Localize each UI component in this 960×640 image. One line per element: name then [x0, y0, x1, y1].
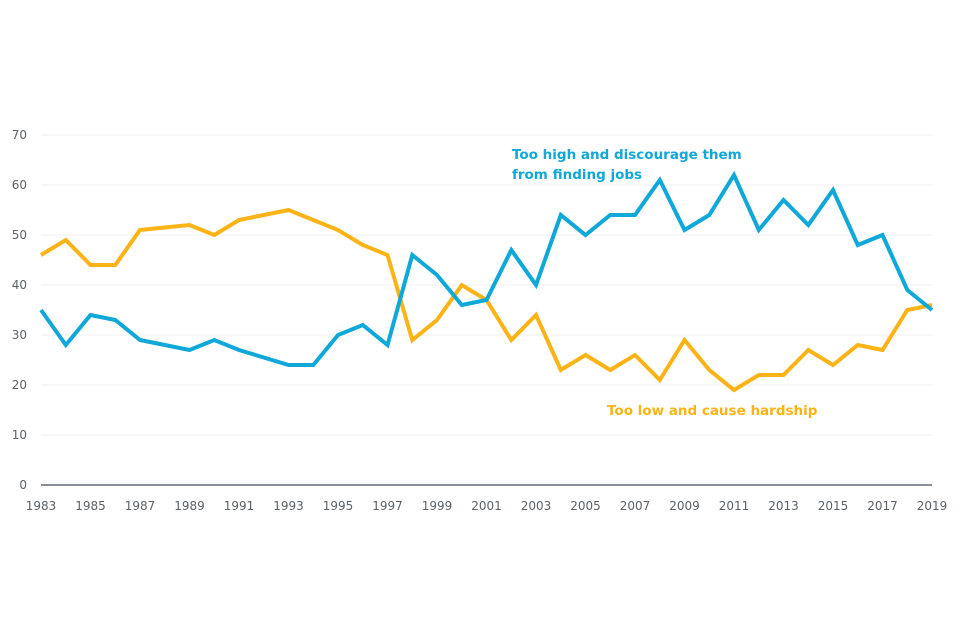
x-tick-label: 2009: [669, 499, 700, 513]
y-tick-label: 70: [12, 128, 27, 142]
x-tick-label: 2001: [471, 499, 502, 513]
x-tick-label: 2003: [521, 499, 552, 513]
x-tick-label: 1993: [273, 499, 304, 513]
x-tick-label: 1987: [125, 499, 156, 513]
y-tick-label: 40: [12, 278, 27, 292]
series-lines: [39, 170, 934, 393]
x-tick-label: 1983: [26, 499, 57, 513]
x-tick-label: 1989: [174, 499, 205, 513]
x-tick-label: 2007: [620, 499, 651, 513]
x-tick-label: 2017: [867, 499, 898, 513]
x-axis-ticks: 1983 1985 1987 1989 1991 1993 1995 1997 1999 2001…: [26, 499, 948, 513]
x-tick-label: 1985: [75, 499, 106, 513]
annotations: Too high and discourage them from finding…: [512, 147, 818, 419]
x-tick-label: 1991: [224, 499, 255, 513]
label-too-high: Too high and discourage them: [512, 147, 742, 163]
label-too-high: from finding jobs: [512, 167, 642, 183]
gridlines: [41, 134, 932, 436]
y-tick-label: 20: [12, 378, 27, 392]
y-tick-label: 10: [12, 428, 27, 442]
x-tick-label: 1995: [323, 499, 354, 513]
x-tick-label: 2015: [818, 499, 849, 513]
label-too-low: Too low and cause hardship: [607, 403, 818, 419]
y-tick-label: 50: [12, 228, 27, 242]
x-tick-label: 2011: [719, 499, 750, 513]
x-tick-label: 2013: [768, 499, 799, 513]
x-tick-label: 1997: [372, 499, 403, 513]
x-tick-label: 2005: [570, 499, 601, 513]
y-axis-ticks: 0 10 20 30 40 50 60 70: [12, 128, 27, 492]
series-too-high-line: [39, 170, 934, 367]
x-tick-label: 2019: [917, 499, 948, 513]
y-tick-label: 30: [12, 328, 27, 342]
x-tick-label: 1999: [422, 499, 453, 513]
y-tick-label: 0: [19, 478, 27, 492]
y-tick-label: 60: [12, 178, 27, 192]
